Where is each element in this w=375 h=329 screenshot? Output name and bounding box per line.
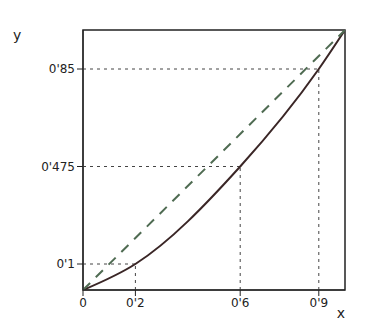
svg-text:y: y	[13, 27, 21, 43]
svg-text:0: 0	[79, 296, 87, 310]
svg-text:0'85: 0'85	[49, 62, 75, 76]
svg-text:0'9: 0'9	[310, 296, 329, 310]
svg-text:x: x	[337, 305, 345, 321]
svg-text:0'475: 0'475	[41, 160, 75, 174]
svg-text:0'2: 0'2	[126, 296, 145, 310]
svg-text:0'6: 0'6	[231, 296, 250, 310]
svg-text:0'1: 0'1	[56, 257, 75, 271]
